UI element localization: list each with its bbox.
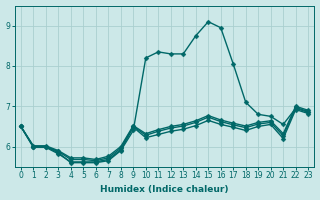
X-axis label: Humidex (Indice chaleur): Humidex (Indice chaleur) [100,185,229,194]
